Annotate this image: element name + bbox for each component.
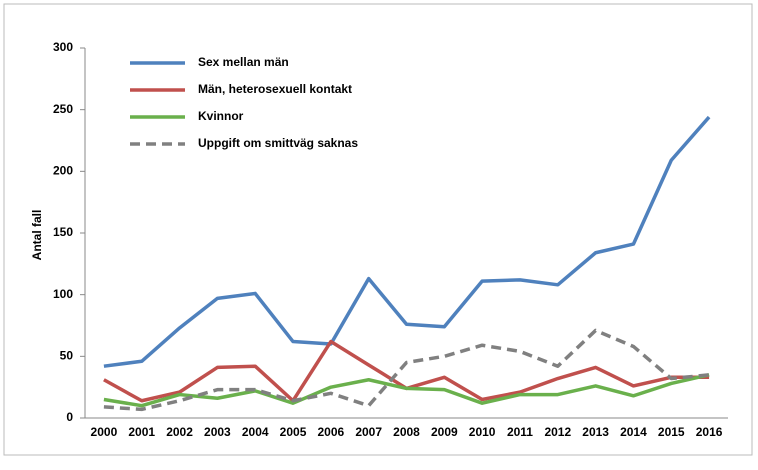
y-tick-label: 50 [60, 349, 74, 363]
x-tick-label: 2006 [318, 425, 345, 439]
x-tick-label: 2008 [393, 425, 420, 439]
x-tick-label: 2003 [204, 425, 231, 439]
x-tick-label: 2014 [620, 425, 647, 439]
x-tick-label: 2007 [355, 425, 382, 439]
x-tick-label: 2002 [166, 425, 193, 439]
y-tick-label: 0 [66, 410, 73, 424]
legend-label: Uppgift om smittväg saknas [198, 136, 358, 150]
x-tick-label: 2011 [507, 425, 533, 439]
legend-label: Män, heterosexuell kontakt [198, 82, 352, 96]
x-tick-label: 2012 [544, 425, 571, 439]
series-line [103, 115, 711, 368]
series-line [103, 373, 710, 408]
x-tick-label: 2004 [242, 425, 269, 439]
x-tick-label: 2016 [696, 425, 723, 439]
y-axis-label: Antal fall [30, 210, 44, 261]
x-tick-label: 2015 [658, 425, 685, 439]
x-tick-label: 2000 [91, 425, 118, 439]
y-tick-label: 100 [53, 287, 73, 301]
y-tick-label: 150 [53, 225, 73, 239]
y-tick-label: 250 [53, 102, 73, 116]
x-tick-label: 2013 [582, 425, 609, 439]
x-tick-label: 2010 [469, 425, 496, 439]
y-tick-label: 200 [53, 164, 73, 178]
legend-label: Kvinnor [198, 109, 244, 123]
chart-frame [3, 3, 753, 456]
x-tick-label: 2001 [128, 425, 155, 439]
series-line [103, 328, 710, 412]
y-tick-label: 300 [53, 40, 73, 54]
x-tick-label: 2009 [431, 425, 458, 439]
x-tick-label: 2005 [280, 425, 307, 439]
legend-label: Sex mellan män [198, 55, 289, 69]
